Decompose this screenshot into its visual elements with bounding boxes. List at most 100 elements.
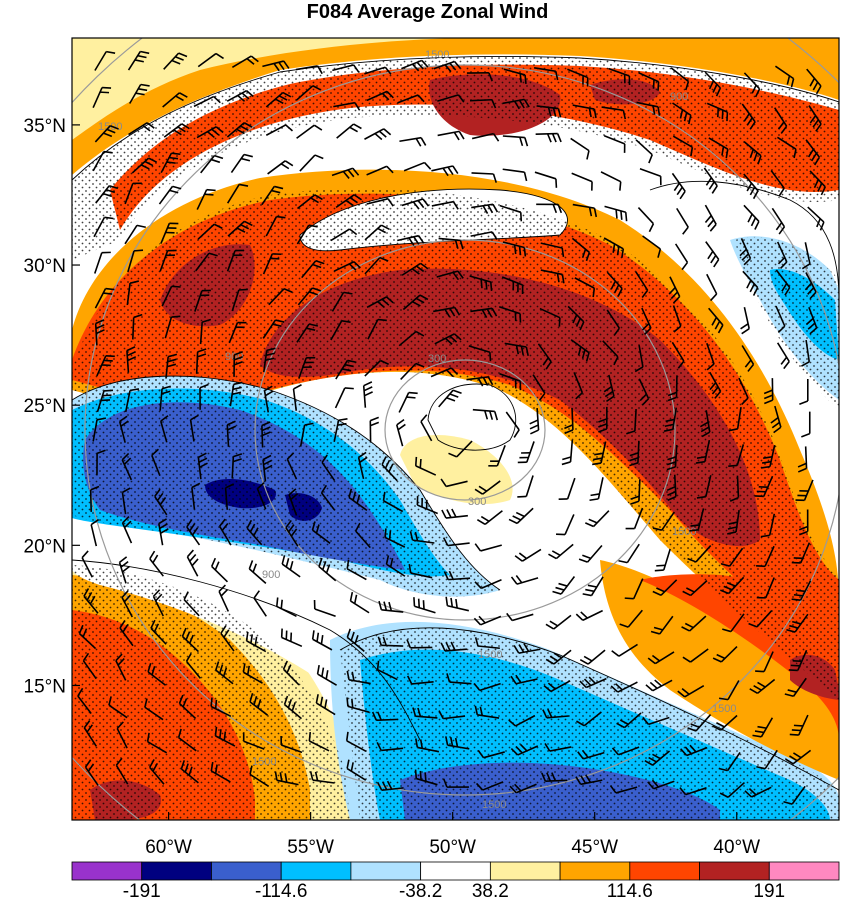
wind-barb: [268, 288, 293, 306]
wind-barb: [556, 514, 575, 536]
wind-barb: [809, 170, 826, 196]
wind-barb: [256, 482, 267, 510]
wind-barb: [504, 342, 529, 356]
wind-barb: [364, 224, 390, 241]
wind-barb: [262, 454, 273, 482]
wind-barb: [671, 172, 686, 200]
wind-barb: [438, 389, 462, 408]
wind-barb: [94, 124, 119, 143]
wind-barb: [718, 680, 740, 701]
wind-barb: [376, 660, 398, 681]
wind-barb: [398, 330, 425, 347]
wind-barb: [82, 652, 97, 680]
wind-barb: [274, 771, 299, 786]
wind-barb: [345, 731, 367, 753]
wind-barb: [636, 101, 661, 116]
wind-barb: [718, 752, 741, 772]
wind-barb: [412, 707, 438, 719]
wind-barb: [510, 743, 539, 756]
wind-barb: [727, 510, 740, 535]
wind-barb: [687, 714, 712, 732]
wind-barb: [165, 353, 178, 379]
wind-barb: [609, 785, 638, 794]
wind-barb: [231, 55, 259, 68]
wind-barb: [433, 60, 461, 73]
wind-barb: [674, 243, 689, 271]
wind-barb: [572, 104, 597, 119]
wind-barb: [533, 67, 559, 81]
wind-barb: [163, 123, 190, 138]
wind-barb: [676, 207, 689, 235]
wind-barb: [704, 71, 722, 97]
contour-label: 900: [262, 569, 280, 581]
wind-barb: [775, 269, 791, 296]
wind-barb: [401, 198, 430, 210]
colorbar-swatch: [71, 861, 143, 881]
wind-barb: [366, 90, 394, 102]
wind-barb: [226, 89, 254, 102]
shade-central-calm: [428, 384, 516, 451]
wind-barb: [760, 513, 776, 538]
wind-barb: [740, 307, 750, 335]
x-tick-label: 50°W: [429, 837, 476, 858]
y-tick-label: 25°N: [24, 396, 66, 417]
wind-barb: [296, 323, 319, 343]
y-axis: 35°N 30°N 25°N 20°N 15°N: [24, 116, 80, 697]
wind-barb: [728, 406, 742, 432]
wind-barb: [146, 732, 168, 754]
wind-barb: [672, 305, 682, 333]
wind-barb: [77, 687, 92, 714]
wind-barb: [610, 681, 638, 693]
wind-barb: [703, 167, 718, 194]
wind-barb: [476, 510, 503, 526]
wind-barb: [799, 379, 809, 405]
wind-barb: [162, 92, 188, 108]
wind-barb: [197, 52, 224, 68]
wind-barbs: [77, 50, 826, 805]
colorbar-swatch: [768, 861, 840, 881]
wind-barb: [311, 521, 331, 544]
wind-barb: [346, 670, 371, 685]
wind-barb: [639, 168, 662, 186]
wind-barb: [191, 482, 201, 510]
wind-barb: [210, 761, 231, 783]
wind-barb: [197, 223, 223, 240]
wind-barb: [299, 422, 314, 447]
wind-barb: [316, 665, 337, 686]
wind-barb: [571, 237, 591, 262]
wind-barb: [502, 168, 528, 182]
wind-barb: [297, 287, 322, 306]
wind-barb: [543, 680, 571, 693]
wind-barb: [470, 231, 498, 240]
wind-barb: [689, 508, 705, 532]
contour-label: 300: [428, 353, 446, 365]
stipple-north: [72, 56, 839, 260]
wind-barb: [401, 262, 429, 276]
wind-barb: [385, 555, 406, 577]
wind-barb: [470, 307, 498, 318]
wind-barb: [96, 389, 114, 413]
wind-barb: [729, 475, 740, 502]
wind-barb: [503, 68, 527, 84]
wind-barb: [366, 296, 394, 309]
wind-barb: [263, 385, 274, 413]
wind-barb: [681, 615, 707, 632]
wind-barb: [409, 531, 435, 544]
wind-barb: [604, 205, 628, 222]
wind-barb: [94, 287, 115, 309]
wind-barb: [473, 615, 502, 626]
wind-barb: [295, 85, 322, 101]
wind-barb: [414, 769, 438, 786]
wind-barb: [346, 628, 365, 653]
wind-barb: [575, 609, 603, 621]
wind-barb: [292, 384, 302, 411]
wind-barb: [83, 720, 98, 747]
wind-barb: [474, 480, 501, 495]
wind-barb: [193, 95, 221, 108]
wind-barb: [333, 261, 361, 272]
wind-barb: [571, 172, 593, 191]
wind-barb: [108, 696, 128, 719]
wind-barb: [722, 613, 745, 633]
